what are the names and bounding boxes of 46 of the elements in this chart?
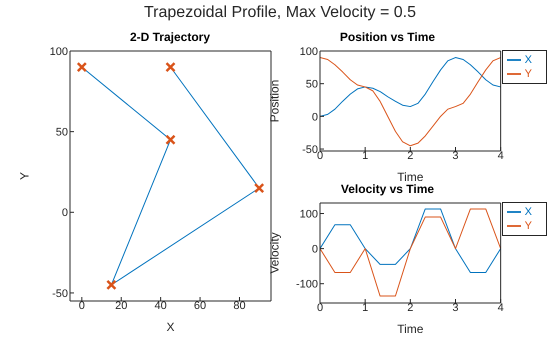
x-tick-label: 60: [194, 300, 206, 312]
x-axis-title: Time: [397, 322, 424, 336]
point: [76, 62, 88, 72]
legend-label: X: [524, 54, 532, 66]
y-axis-title: Y: [17, 172, 32, 180]
y-tick-label: 0: [312, 244, 318, 256]
legend-label: Y: [524, 68, 532, 80]
chart-title: Position vs Time: [338, 30, 436, 46]
point: [106, 280, 117, 290]
x-tick-label: 1: [362, 150, 368, 162]
x-tick-label: 1: [362, 302, 368, 314]
x-tick-label: 20: [115, 300, 128, 312]
line-series: [320, 208, 501, 296]
line-series: [320, 208, 501, 273]
x-axis-title: Time: [397, 170, 424, 184]
chart-title: Velocity vs Time: [340, 182, 436, 198]
x-tick-label: 2: [407, 302, 414, 314]
y-tick-label: 0: [312, 111, 318, 124]
y-tick-label: 50: [306, 78, 318, 91]
line-series: [320, 57, 501, 146]
y-tick-label: -50: [302, 144, 318, 156]
chart-title: 2-D Trajectory: [128, 30, 212, 46]
x-tick-label: 3: [452, 302, 459, 314]
x-tick-label: 0: [78, 300, 85, 312]
legend-label: X: [524, 206, 532, 218]
x-tick-label: 3: [452, 150, 459, 162]
y-tick-label: 0: [62, 207, 68, 220]
legend-label: Y: [524, 220, 532, 232]
point: [165, 134, 176, 145]
y-axis-title: Velocity: [267, 232, 282, 274]
x-axis-title: X: [166, 320, 175, 334]
x-tick-label: 40: [154, 300, 167, 312]
y-tick-label: -50: [52, 288, 68, 300]
text: Trapezoidal Profile, Max Velocity = 0.5: [143, 4, 417, 22]
y-tick-label: -100: [296, 278, 318, 291]
point: [254, 182, 264, 194]
x-tick-label: 4: [498, 150, 504, 162]
y-tick-label: 100: [300, 46, 318, 58]
y-tick-label: 100: [300, 208, 318, 220]
x-tick-label: 4: [498, 302, 504, 314]
x-tick-label: 80: [233, 300, 246, 312]
y-tick-label: 100: [50, 46, 68, 58]
line-series: [320, 57, 501, 117]
x-tick-label: 2: [407, 150, 414, 162]
point: [165, 62, 176, 72]
y-tick-label: 50: [56, 126, 68, 139]
